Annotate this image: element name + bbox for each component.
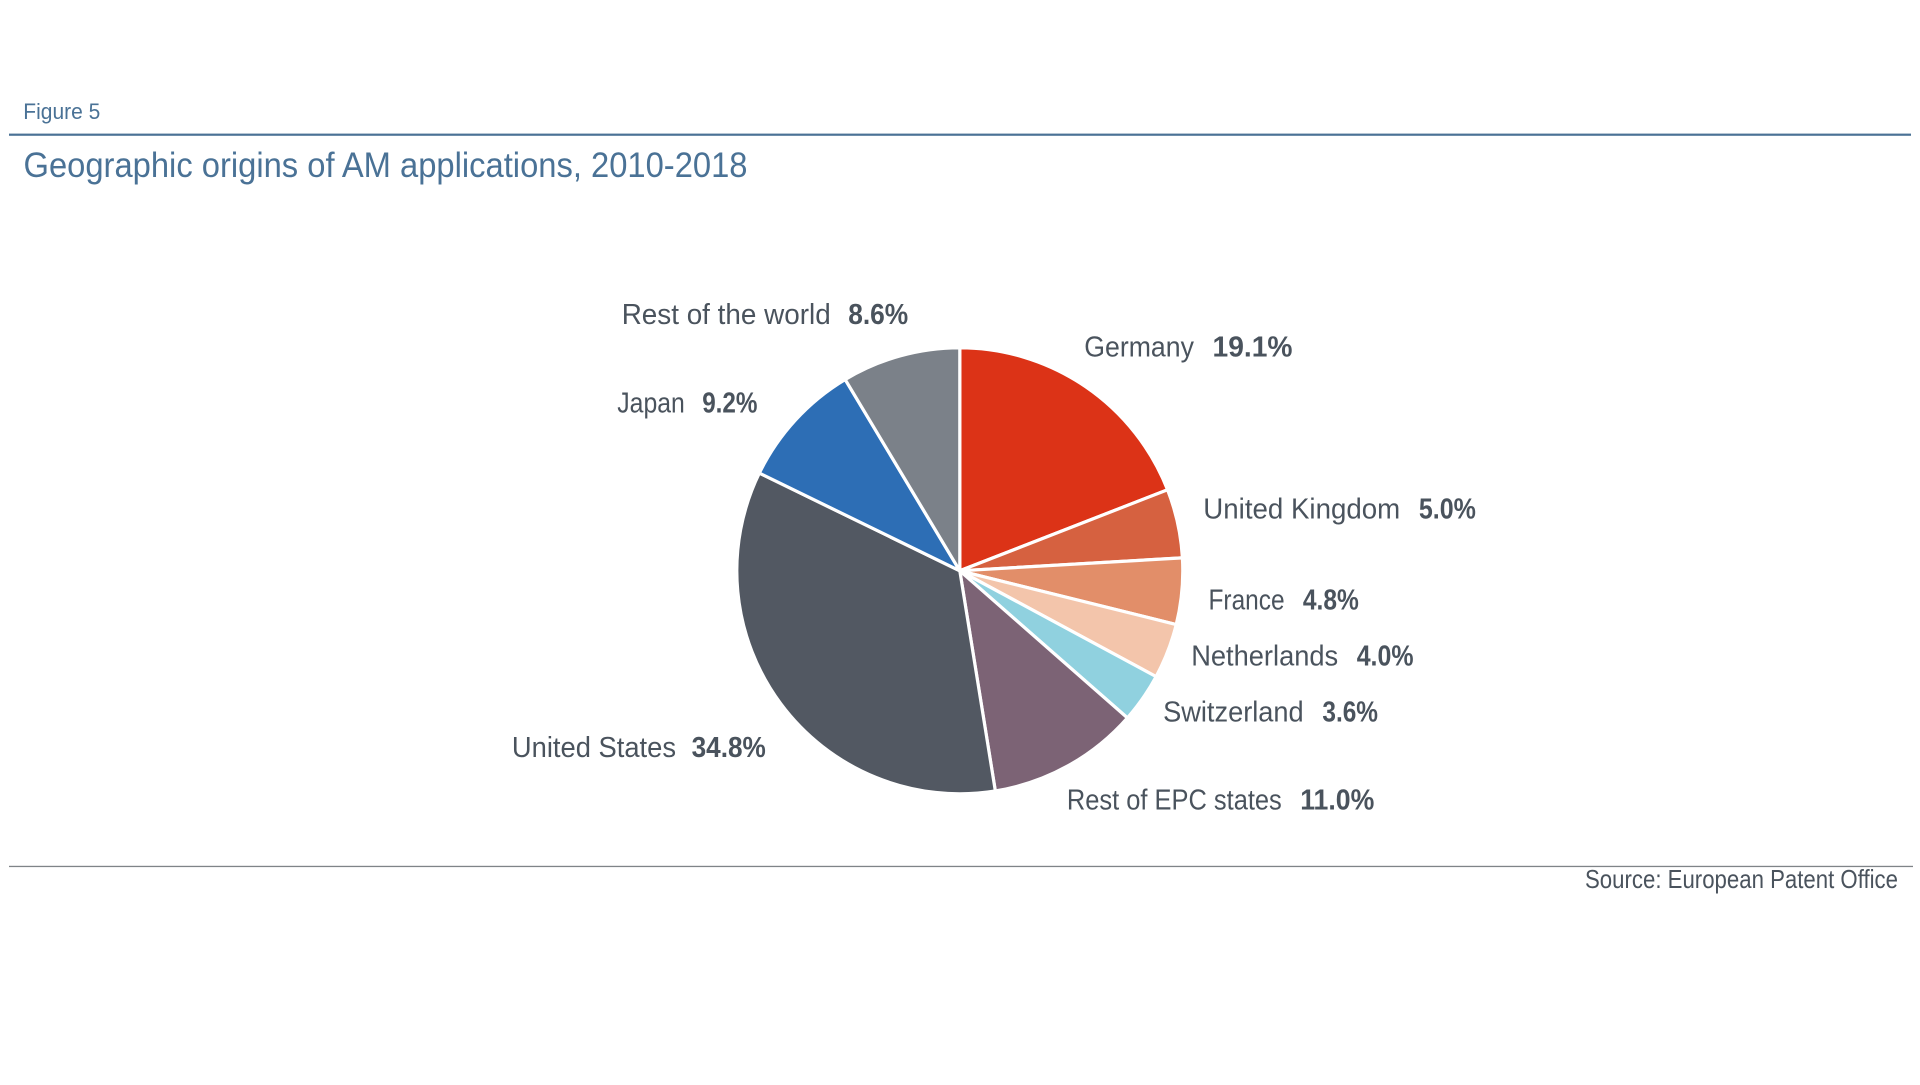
svg-text:Geographic origins of AM appli: Geographic origins of AM applications, 2… [24, 146, 748, 185]
svg-text:4.0%: 4.0% [1357, 641, 1414, 673]
svg-text:Netherlands: Netherlands [1191, 641, 1338, 673]
svg-text:34.8%: 34.8% [692, 732, 766, 764]
svg-text:5.0%: 5.0% [1419, 494, 1476, 526]
svg-text:Germany: Germany [1084, 332, 1194, 364]
svg-text:Switzerland: Switzerland [1163, 697, 1304, 729]
svg-text:Rest of the world: Rest of the world [622, 299, 831, 331]
svg-text:Rest of EPC states: Rest of EPC states [1067, 785, 1282, 817]
svg-text:Source: European Patent Office: Source: European Patent Office [1585, 864, 1898, 894]
svg-text:United Kingdom: United Kingdom [1203, 494, 1400, 526]
svg-text:United States: United States [512, 732, 676, 764]
svg-text:3.6%: 3.6% [1322, 697, 1378, 729]
svg-text:9.2%: 9.2% [702, 387, 757, 419]
svg-text:France: France [1209, 585, 1285, 617]
svg-text:4.8%: 4.8% [1303, 585, 1359, 617]
svg-text:11.0%: 11.0% [1300, 785, 1374, 817]
svg-text:Figure 5: Figure 5 [23, 99, 100, 124]
svg-text:19.1%: 19.1% [1213, 332, 1293, 364]
svg-text:8.6%: 8.6% [848, 299, 908, 331]
svg-text:Japan: Japan [617, 387, 685, 419]
